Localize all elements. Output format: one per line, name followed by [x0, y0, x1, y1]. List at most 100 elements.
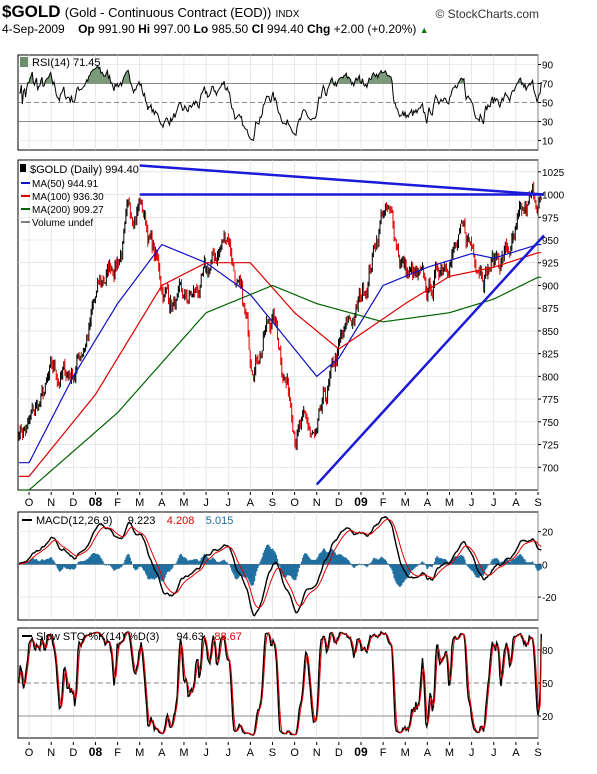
tick-label: 70: [542, 80, 554, 91]
low-value: 985.50: [211, 22, 249, 36]
month-label: M: [445, 747, 454, 759]
month-label: J: [469, 747, 475, 759]
exchange: INDX: [275, 9, 300, 20]
month-axis-lower: O N D 08 F M A M J J A S O N D 09 F M A M J J A S: [25, 742, 542, 759]
macd-legend-label: MACD(12,26,9): [36, 515, 112, 527]
stochastic-panel: 80 50 20 Slow STO %K(14) %D(3) 94.63 88.67: [17, 627, 554, 739]
month-label: N: [47, 497, 55, 509]
ma100-line: [19, 252, 542, 477]
month-label: O: [25, 747, 34, 759]
month-label: 09: [354, 495, 368, 509]
month-label: J: [203, 747, 209, 759]
macd-value: 9.223: [128, 515, 156, 527]
tick-label: 700: [542, 463, 559, 474]
month-label: 09: [354, 745, 368, 759]
macd-line: [18, 515, 542, 617]
stochastic-legend-label: Slow STO %K(14) %D(3): [36, 631, 159, 643]
month-label: J: [491, 497, 497, 509]
tick-label: 50: [542, 99, 554, 110]
tick-label: 750: [542, 418, 559, 429]
month-label: 08: [89, 495, 103, 509]
price-icon: [20, 164, 26, 172]
quote-line: 4-Sep-2009 Op 991.90 Hi 997.00 Lo 985.50…: [2, 22, 429, 36]
price-legend-title: $GOLD (Daily) 994.40: [30, 164, 139, 176]
month-label: D: [69, 747, 77, 759]
month-label: A: [512, 497, 520, 509]
ma200-line: [19, 276, 542, 491]
month-label: D: [335, 497, 343, 509]
tick-label: 725: [542, 441, 559, 452]
month-label: M: [179, 747, 188, 759]
tick-label: 30: [542, 118, 554, 129]
rsi-legend: RSI(14) 71.45: [32, 57, 100, 69]
tick-label: -20: [542, 593, 557, 604]
month-label: N: [313, 497, 321, 509]
macd-signal-value: 4.208: [167, 515, 195, 527]
tick-label: 90: [542, 61, 554, 72]
month-label: J: [491, 747, 497, 759]
high-label: Hi: [138, 22, 151, 36]
rsi-panel: 90 70 50 30 10 RSI(14) 71.45: [17, 54, 554, 151]
close-label: Cl: [251, 22, 264, 36]
month-label: A: [424, 497, 432, 509]
tick-label: 900: [542, 281, 559, 292]
macd-panel: 20 0 -20 MACD(12,26,9) 9.223 4.208 5.015: [17, 511, 557, 621]
price-bars-up: [18, 183, 541, 451]
price-legend-item: MA(200) 909.27: [32, 205, 104, 216]
tick-label: 800: [542, 372, 559, 383]
month-label: N: [313, 747, 321, 759]
price-legend-item: Volume undef: [32, 218, 93, 229]
month-label: M: [135, 497, 144, 509]
month-label: M: [135, 747, 144, 759]
brand-label: © StockCharts.com: [435, 7, 539, 21]
month-label: A: [158, 747, 166, 759]
macd-hist-value: 5.015: [206, 515, 234, 527]
chg-label: Chg: [306, 22, 331, 36]
tick-label: 80: [542, 646, 554, 657]
month-label: F: [380, 747, 387, 759]
month-label: F: [114, 497, 121, 509]
macd-signal-line: [18, 518, 542, 609]
tick-label: 20: [542, 528, 554, 539]
trendline-1: [139, 164, 545, 196]
month-axis-upper: O N D 08 F M A M J J A S O N D 09 F M A M J J A S: [25, 492, 542, 509]
month-label: A: [247, 497, 255, 509]
month-label: F: [114, 747, 121, 759]
low-label: Lo: [193, 22, 209, 36]
month-label: M: [179, 497, 188, 509]
rsi-icon: [20, 57, 28, 67]
month-label: M: [401, 747, 410, 759]
month-label: J: [469, 497, 475, 509]
tick-label: 950: [542, 236, 559, 247]
symbol: $GOLD: [2, 2, 61, 21]
month-label: O: [290, 497, 299, 509]
tick-label: 10: [542, 137, 554, 148]
month-label: A: [247, 747, 255, 759]
month-label: J: [225, 747, 231, 759]
month-label: A: [512, 747, 520, 759]
instrument-name: (Gold - Continuous Contract (EOD)): [64, 5, 272, 20]
stochastic-k-value: 94.63: [176, 631, 204, 643]
price-panel: 1025 1000 975 950 925 900 875 850 825 800 775 750 72…: [17, 159, 565, 491]
tick-label: 850: [542, 327, 559, 338]
month-label: S: [269, 497, 276, 509]
trendline-3: [315, 234, 545, 486]
tick-label: 0: [542, 560, 548, 571]
ma50-line: [19, 243, 542, 464]
chart-title: $GOLD (Gold - Continuous Contract (EOD))…: [2, 2, 299, 22]
stochastic-k-line: [18, 630, 542, 736]
month-label: S: [534, 747, 541, 759]
rsi-line: [19, 64, 542, 142]
month-label: F: [380, 497, 387, 509]
month-label: J: [203, 497, 209, 509]
price-legend-item: MA(100) 936.30: [32, 192, 104, 203]
tick-label: 1000: [542, 191, 565, 202]
tick-label: 775: [542, 395, 559, 406]
quote-date: 4-Sep-2009: [2, 22, 65, 36]
tick-label: 925: [542, 259, 559, 270]
month-label: 08: [89, 745, 103, 759]
month-label: A: [158, 497, 166, 509]
price-bars-down: [20, 181, 542, 450]
tick-label: 875: [542, 304, 559, 315]
